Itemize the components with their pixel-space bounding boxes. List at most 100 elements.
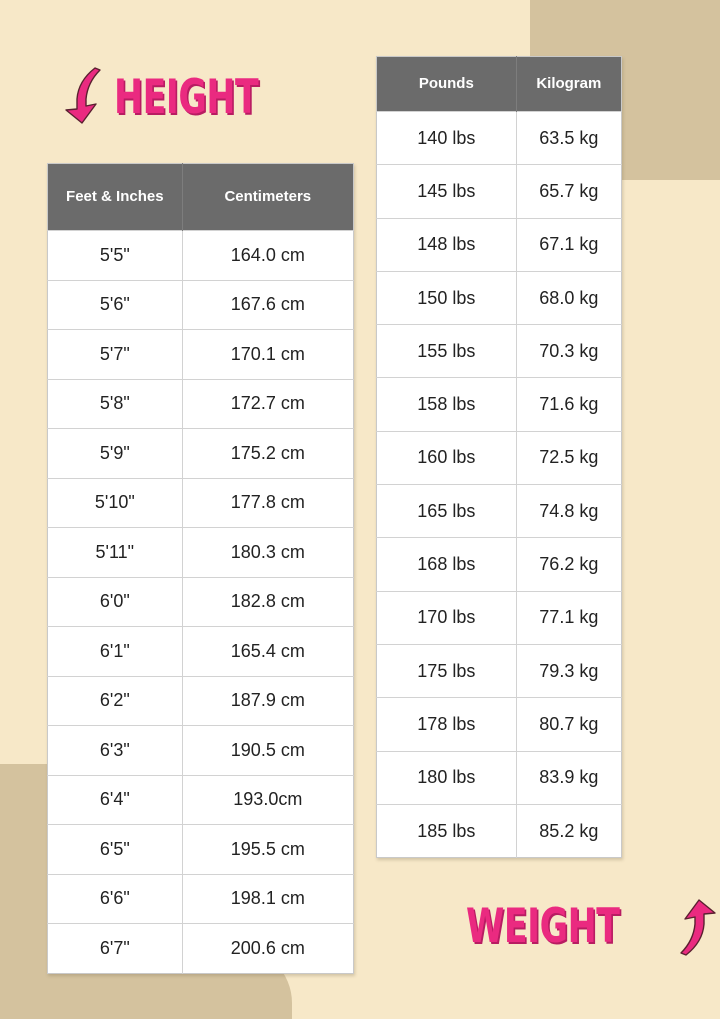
cell-centimeters: 175.2 cm	[181, 428, 354, 478]
cell-kilogram: 85.2 kg	[515, 803, 622, 858]
cell-centimeters: 164.0 cm	[181, 230, 354, 280]
table-row: 6'5" 195.5 cm	[47, 824, 354, 874]
column-header-kilogram: Kilogram	[515, 56, 622, 112]
cell-kilogram: 79.3 kg	[515, 643, 622, 698]
cell-feet-inches: 5'8"	[47, 378, 183, 429]
cell-centimeters: 172.7 cm	[181, 378, 354, 429]
cell-kilogram: 67.1 kg	[515, 217, 622, 272]
table-header-row: Pounds Kilogram	[376, 56, 622, 112]
table-row: 6'0" 182.8 cm	[47, 576, 354, 627]
table-row: 6'6" 198.1 cm	[47, 873, 354, 924]
cell-pounds: 148 lbs	[376, 217, 517, 272]
column-header-centimeters: Centimeters	[181, 163, 354, 231]
table-row: 145 lbs 65.7 kg	[376, 164, 622, 219]
cell-centimeters: 193.0cm	[181, 774, 354, 825]
table-row: 185 lbs 85.2 kg	[376, 803, 622, 858]
cell-centimeters: 200.6 cm	[181, 923, 354, 973]
table-row: 158 lbs 71.6 kg	[376, 377, 622, 432]
column-header-feet-inches: Feet & Inches	[47, 163, 183, 231]
table-row: 150 lbs 68.0 kg	[376, 270, 622, 325]
table-row: 170 lbs 77.1 kg	[376, 590, 622, 645]
cell-pounds: 165 lbs	[376, 484, 517, 538]
table-row: 6'1" 165.4 cm	[47, 626, 354, 676]
height-conversion-table: Feet & Inches Centimeters 5'5" 164.0 cm 5'…	[47, 163, 354, 974]
cell-centimeters: 190.5 cm	[181, 725, 354, 775]
cell-feet-inches: 6'1"	[47, 626, 183, 676]
cell-feet-inches: 5'10"	[47, 477, 183, 528]
cell-centimeters: 180.3 cm	[181, 527, 354, 577]
cell-feet-inches: 5'5"	[47, 230, 183, 280]
cell-kilogram: 76.2 kg	[515, 537, 622, 592]
cell-kilogram: 74.8 kg	[515, 484, 622, 538]
table-row: 6'2" 187.9 cm	[47, 675, 354, 726]
cell-centimeters: 167.6 cm	[181, 279, 354, 330]
weight-title-text: WEIGHT	[466, 898, 620, 954]
table-row: 165 lbs 74.8 kg	[376, 484, 622, 538]
table-row: 6'3" 190.5 cm	[47, 725, 354, 775]
table-row: 5'6" 167.6 cm	[47, 279, 354, 330]
cell-pounds: 180 lbs	[376, 750, 517, 805]
cell-centimeters: 198.1 cm	[181, 873, 354, 924]
cell-centimeters: 177.8 cm	[181, 477, 354, 528]
table-row: 5'8" 172.7 cm	[47, 378, 354, 429]
table-row: 175 lbs 79.3 kg	[376, 643, 622, 698]
cell-pounds: 175 lbs	[376, 643, 517, 698]
cell-kilogram: 70.3 kg	[515, 324, 622, 378]
cell-kilogram: 80.7 kg	[515, 697, 622, 752]
table-row: 5'9" 175.2 cm	[47, 428, 354, 478]
cell-kilogram: 83.9 kg	[515, 750, 622, 805]
cell-feet-inches: 6'7"	[47, 923, 183, 973]
cell-pounds: 178 lbs	[376, 697, 517, 752]
cell-pounds: 168 lbs	[376, 537, 517, 592]
weight-conversion-table: Pounds Kilogram 140 lbs 63.5 kg 145 lbs 65.…	[376, 56, 622, 859]
cell-centimeters: 182.8 cm	[181, 576, 354, 627]
column-header-pounds: Pounds	[376, 56, 517, 112]
cell-feet-inches: 5'9"	[47, 428, 183, 478]
cell-kilogram: 65.7 kg	[515, 164, 622, 219]
cell-feet-inches: 5'11"	[47, 527, 183, 577]
cell-kilogram: 63.5 kg	[515, 110, 622, 165]
table-row: 180 lbs 83.9 kg	[376, 750, 622, 805]
cell-feet-inches: 6'3"	[47, 725, 183, 775]
cell-feet-inches: 6'6"	[47, 873, 183, 924]
cell-kilogram: 77.1 kg	[515, 590, 622, 645]
cell-pounds: 150 lbs	[376, 270, 517, 325]
table-row: 5'10" 177.8 cm	[47, 477, 354, 528]
weight-section-heading: WEIGHT	[466, 895, 719, 957]
cell-pounds: 170 lbs	[376, 590, 517, 645]
table-row: 148 lbs 67.1 kg	[376, 217, 622, 272]
cell-pounds: 185 lbs	[376, 803, 517, 858]
cell-feet-inches: 5'6"	[47, 279, 183, 330]
cell-feet-inches: 5'7"	[47, 329, 183, 379]
table-header-row: Feet & Inches Centimeters	[47, 163, 354, 231]
cell-feet-inches: 6'5"	[47, 824, 183, 874]
cell-feet-inches: 6'2"	[47, 675, 183, 726]
table-row: 155 lbs 70.3 kg	[376, 324, 622, 378]
cell-pounds: 155 lbs	[376, 324, 517, 378]
cell-pounds: 140 lbs	[376, 110, 517, 165]
height-title-text: HEIGHT	[114, 69, 259, 125]
table-row: 160 lbs 72.5 kg	[376, 430, 622, 485]
cell-centimeters: 170.1 cm	[181, 329, 354, 379]
cell-feet-inches: 6'0"	[47, 576, 183, 627]
table-row: 168 lbs 76.2 kg	[376, 537, 622, 592]
cell-centimeters: 165.4 cm	[181, 626, 354, 676]
table-row: 178 lbs 80.7 kg	[376, 697, 622, 752]
cell-kilogram: 68.0 kg	[515, 270, 622, 325]
cell-pounds: 160 lbs	[376, 430, 517, 485]
table-row: 6'4" 193.0cm	[47, 774, 354, 825]
table-row: 6'7" 200.6 cm	[47, 923, 354, 973]
cell-kilogram: 72.5 kg	[515, 430, 622, 485]
table-row: 5'7" 170.1 cm	[47, 329, 354, 379]
cell-pounds: 145 lbs	[376, 164, 517, 219]
table-row: 5'5" 164.0 cm	[47, 230, 354, 280]
curved-arrow-up-right-icon	[680, 899, 716, 956]
cell-centimeters: 187.9 cm	[181, 675, 354, 726]
cell-kilogram: 71.6 kg	[515, 377, 622, 432]
curved-arrow-down-left-icon	[65, 67, 101, 124]
height-section-heading: HEIGHT	[62, 66, 290, 128]
table-row: 140 lbs 63.5 kg	[376, 110, 622, 165]
cell-centimeters: 195.5 cm	[181, 824, 354, 874]
cell-pounds: 158 lbs	[376, 377, 517, 432]
cell-feet-inches: 6'4"	[47, 774, 183, 825]
